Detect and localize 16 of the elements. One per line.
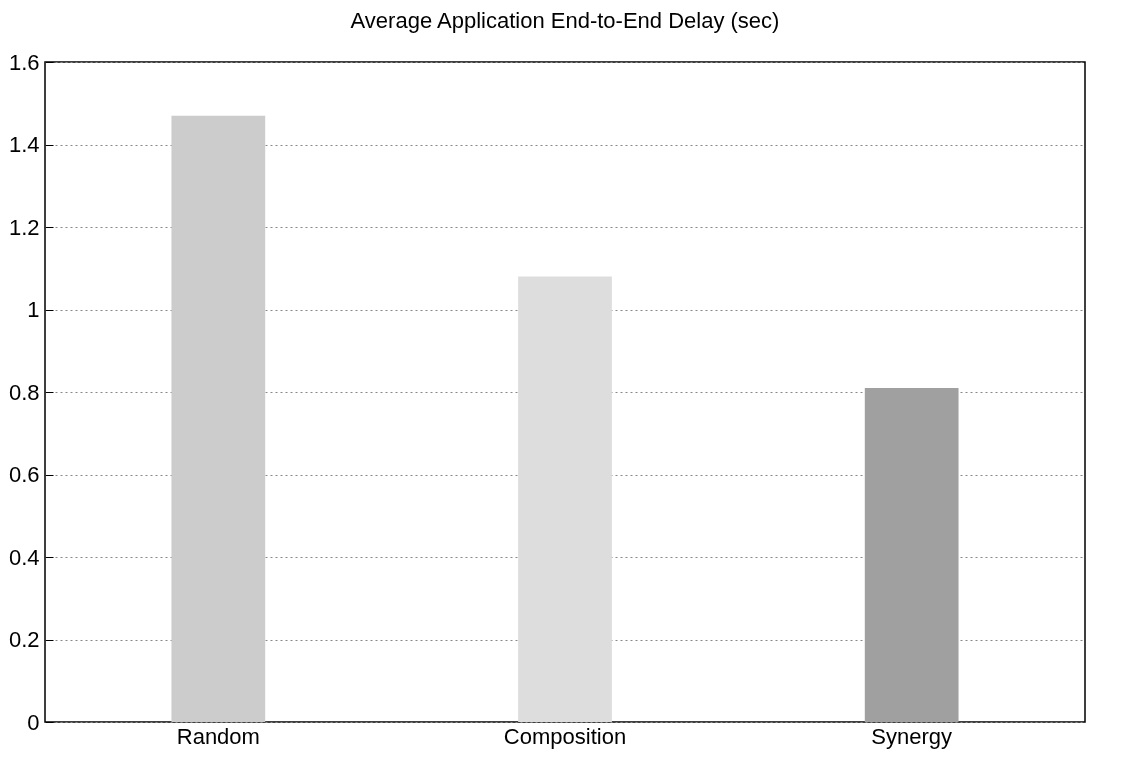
- bar: [864, 387, 959, 722]
- y-tick-label: 0.2: [8, 627, 40, 652]
- x-tick-label: Random: [176, 723, 260, 749]
- y-tick-label: 0.4: [8, 544, 40, 570]
- bar: [518, 276, 612, 722]
- y-tick-label: 1.2: [8, 214, 40, 240]
- bar: [171, 115, 266, 722]
- y-tick-label: 1: [27, 297, 40, 322]
- x-tick-label: Synergy: [871, 723, 953, 749]
- chart-title: Average Application End-to-End Delay (sec): [350, 8, 780, 33]
- x-tick-label: Composition: [503, 723, 627, 749]
- y-tick-label: 1.4: [8, 132, 40, 157]
- y-tick-label: 0: [27, 709, 40, 735]
- y-tick-label: 0.8: [8, 379, 40, 405]
- y-tick-label: 1.6: [8, 49, 40, 75]
- y-tick-label: 0.6: [8, 462, 40, 487]
